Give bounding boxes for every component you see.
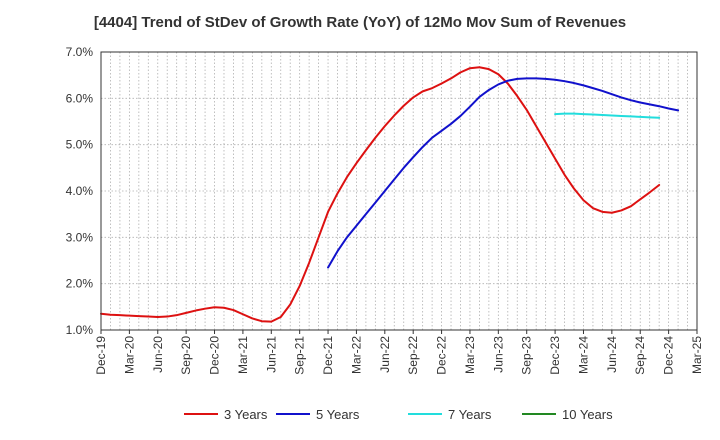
x-tick-label: Sep-23 bbox=[520, 336, 534, 375]
y-tick-label: 6.0% bbox=[66, 91, 94, 105]
x-tick-label: Mar-24 bbox=[576, 336, 590, 374]
x-tick-label: Dec-19 bbox=[94, 336, 108, 375]
y-tick-label: 7.0% bbox=[66, 45, 94, 59]
legend: 3 Years 5 Years 7 Years 10 Years bbox=[184, 407, 613, 422]
x-tick-label: Sep-20 bbox=[179, 336, 193, 375]
y-tick-label: 3.0% bbox=[66, 230, 94, 244]
legend-label: 10 Years bbox=[562, 407, 613, 422]
x-tick-label: Mar-25 bbox=[690, 336, 704, 374]
plot-frame bbox=[100, 51, 698, 331]
y-tick-label: 4.0% bbox=[66, 184, 94, 198]
chart-title: [4404] Trend of StDev of Growth Rate (Yo… bbox=[93, 14, 627, 31]
y-axis: 1.0% 2.0% 3.0% 4.0% 5.0% 6.0% 7.0% bbox=[66, 45, 94, 337]
y-tick-label: 2.0% bbox=[66, 277, 94, 291]
x-tick-label: Dec-24 bbox=[662, 336, 676, 375]
x-tick-label: Jun-24 bbox=[605, 336, 619, 373]
series-line-5-years bbox=[327, 77, 680, 269]
x-tick-label: Dec-22 bbox=[435, 336, 449, 375]
series-lines bbox=[100, 66, 680, 323]
x-tick-label: Jun-20 bbox=[151, 336, 165, 373]
x-tick-label: Sep-22 bbox=[406, 336, 420, 375]
legend-label: 5 Years bbox=[316, 407, 360, 422]
x-tick-label: Mar-22 bbox=[349, 336, 363, 374]
legend-label: 7 Years bbox=[448, 407, 492, 422]
x-tick-label: Dec-20 bbox=[208, 336, 222, 375]
series-line-3-years bbox=[100, 66, 661, 323]
legend-label: 3 Years bbox=[224, 407, 268, 422]
series-line-7-years bbox=[554, 112, 661, 119]
x-tick-label: Mar-21 bbox=[236, 336, 250, 374]
x-tick-label: Jun-22 bbox=[378, 336, 392, 373]
x-axis: Dec-19 Mar-20 Jun-20 Sep-20 Dec-20 Mar-21 Jun-… bbox=[94, 330, 704, 375]
x-tick-label: Dec-21 bbox=[321, 336, 335, 375]
x-tick-label: Dec-23 bbox=[548, 336, 562, 375]
y-tick-label: 5.0% bbox=[66, 138, 94, 152]
y-tick-label: 1.0% bbox=[66, 323, 94, 337]
x-tick-label: Jun-23 bbox=[491, 336, 505, 373]
x-tick-label: Sep-21 bbox=[293, 336, 307, 375]
x-tick-label: Sep-24 bbox=[633, 336, 647, 375]
x-tick-label: Jun-21 bbox=[264, 336, 278, 373]
x-tick-label: Mar-23 bbox=[463, 336, 477, 374]
x-tick-label: Mar-20 bbox=[122, 336, 136, 374]
